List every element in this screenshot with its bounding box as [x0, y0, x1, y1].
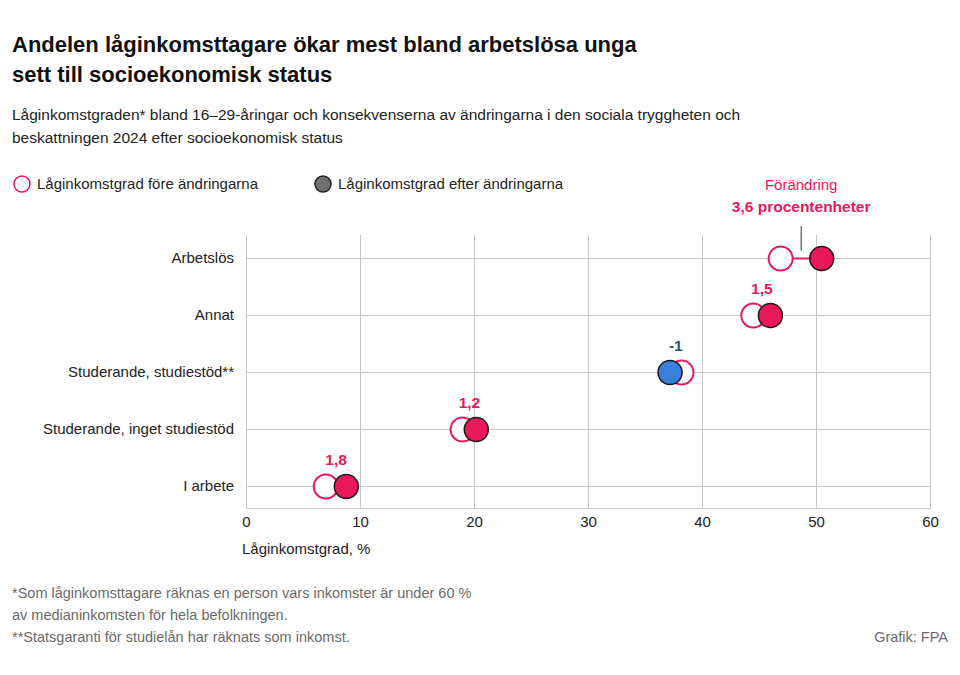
change-label: 1,8	[325, 451, 347, 468]
x-grid-line	[246, 235, 247, 508]
marks	[314, 247, 834, 499]
x-tick: 60	[922, 235, 939, 530]
dot-after	[810, 247, 834, 271]
chart: Andelen låginkomsttagare ökar mest bland…	[0, 0, 960, 675]
x-grid-line	[816, 235, 817, 508]
title: Andelen låginkomsttagare ökar mest bland…	[12, 32, 637, 57]
change-label: 1,5	[751, 280, 773, 297]
change-label: 3,6 procentenheter	[732, 198, 871, 215]
y-tick: Annat	[195, 306, 930, 323]
x-tick-label: 10	[352, 513, 369, 530]
title: sett till socioekonomisk status	[12, 62, 332, 87]
legend-marker	[14, 176, 30, 192]
x-axis-title: Låginkomstgrad, %	[242, 540, 370, 557]
legend-marker	[315, 176, 331, 192]
dot-after	[464, 418, 488, 442]
subtitle: Låginkomstgraden* bland 16–29-åringar oc…	[12, 106, 740, 123]
x-axis: 0 10 20 30 40 50 60	[242, 235, 939, 530]
change-label: 1,2	[459, 394, 481, 411]
y-axis: Arbetslös Annat Studerande, studiestöd** St…	[43, 249, 930, 494]
y-tick: Studerande, studiestöd**	[68, 363, 930, 380]
y-tick-label: Studerande, studiestöd**	[68, 363, 234, 380]
footnote: av medianinkomsten för hela befolkningen…	[12, 607, 288, 623]
annotation-leader	[801, 226, 802, 251]
legend-item: Låginkomstgrad efter ändringarna	[315, 175, 564, 192]
y-tick-label: Annat	[195, 306, 235, 323]
x-grid-line	[588, 235, 589, 508]
change-labels: Förändring 3,6 procentenheter 1,5 -1 1,2 1,8	[325, 176, 870, 468]
x-tick: 30	[580, 235, 597, 530]
x-tick-label: 0	[242, 513, 250, 530]
y-tick: I arbete	[183, 477, 930, 494]
x-tick: 50	[808, 235, 825, 530]
x-grid-line	[474, 235, 475, 508]
x-tick: 40	[694, 235, 711, 530]
dot-after	[658, 361, 682, 385]
y-tick-label: Arbetslös	[171, 249, 234, 266]
x-grid-line	[360, 235, 361, 508]
x-grid-line	[702, 235, 703, 508]
change-annotation: Förändring	[765, 176, 838, 193]
subtitle: beskattningen 2024 efter socioekonomisk …	[12, 129, 343, 146]
footnote: **Statsgaranti för studielån har räknats…	[12, 629, 350, 645]
x-tick-label: 20	[466, 513, 483, 530]
dot-after	[334, 475, 358, 499]
y-tick-label: I arbete	[183, 477, 234, 494]
source: Grafik: FPA	[874, 629, 948, 645]
change-label: -1	[669, 337, 683, 354]
x-tick: 20	[466, 235, 483, 530]
y-tick-label: Studerande, inget studiestöd	[43, 420, 234, 437]
x-grid-line	[930, 235, 931, 508]
legend-label: Låginkomstgrad före ändringarna	[37, 175, 259, 192]
legend-item: Låginkomstgrad före ändringarna	[14, 175, 259, 192]
dot-before	[769, 247, 793, 271]
x-tick-label: 30	[580, 513, 597, 530]
x-tick-label: 50	[808, 513, 825, 530]
x-axis-line	[247, 235, 931, 509]
x-tick-label: 40	[694, 513, 711, 530]
dot-after	[758, 304, 782, 328]
x-tick: 0	[242, 235, 250, 530]
legend-label: Låginkomstgrad efter ändringarna	[338, 175, 564, 192]
x-tick-label: 60	[922, 513, 939, 530]
footnote: *Som låginkomsttagare räknas en person v…	[12, 585, 471, 601]
